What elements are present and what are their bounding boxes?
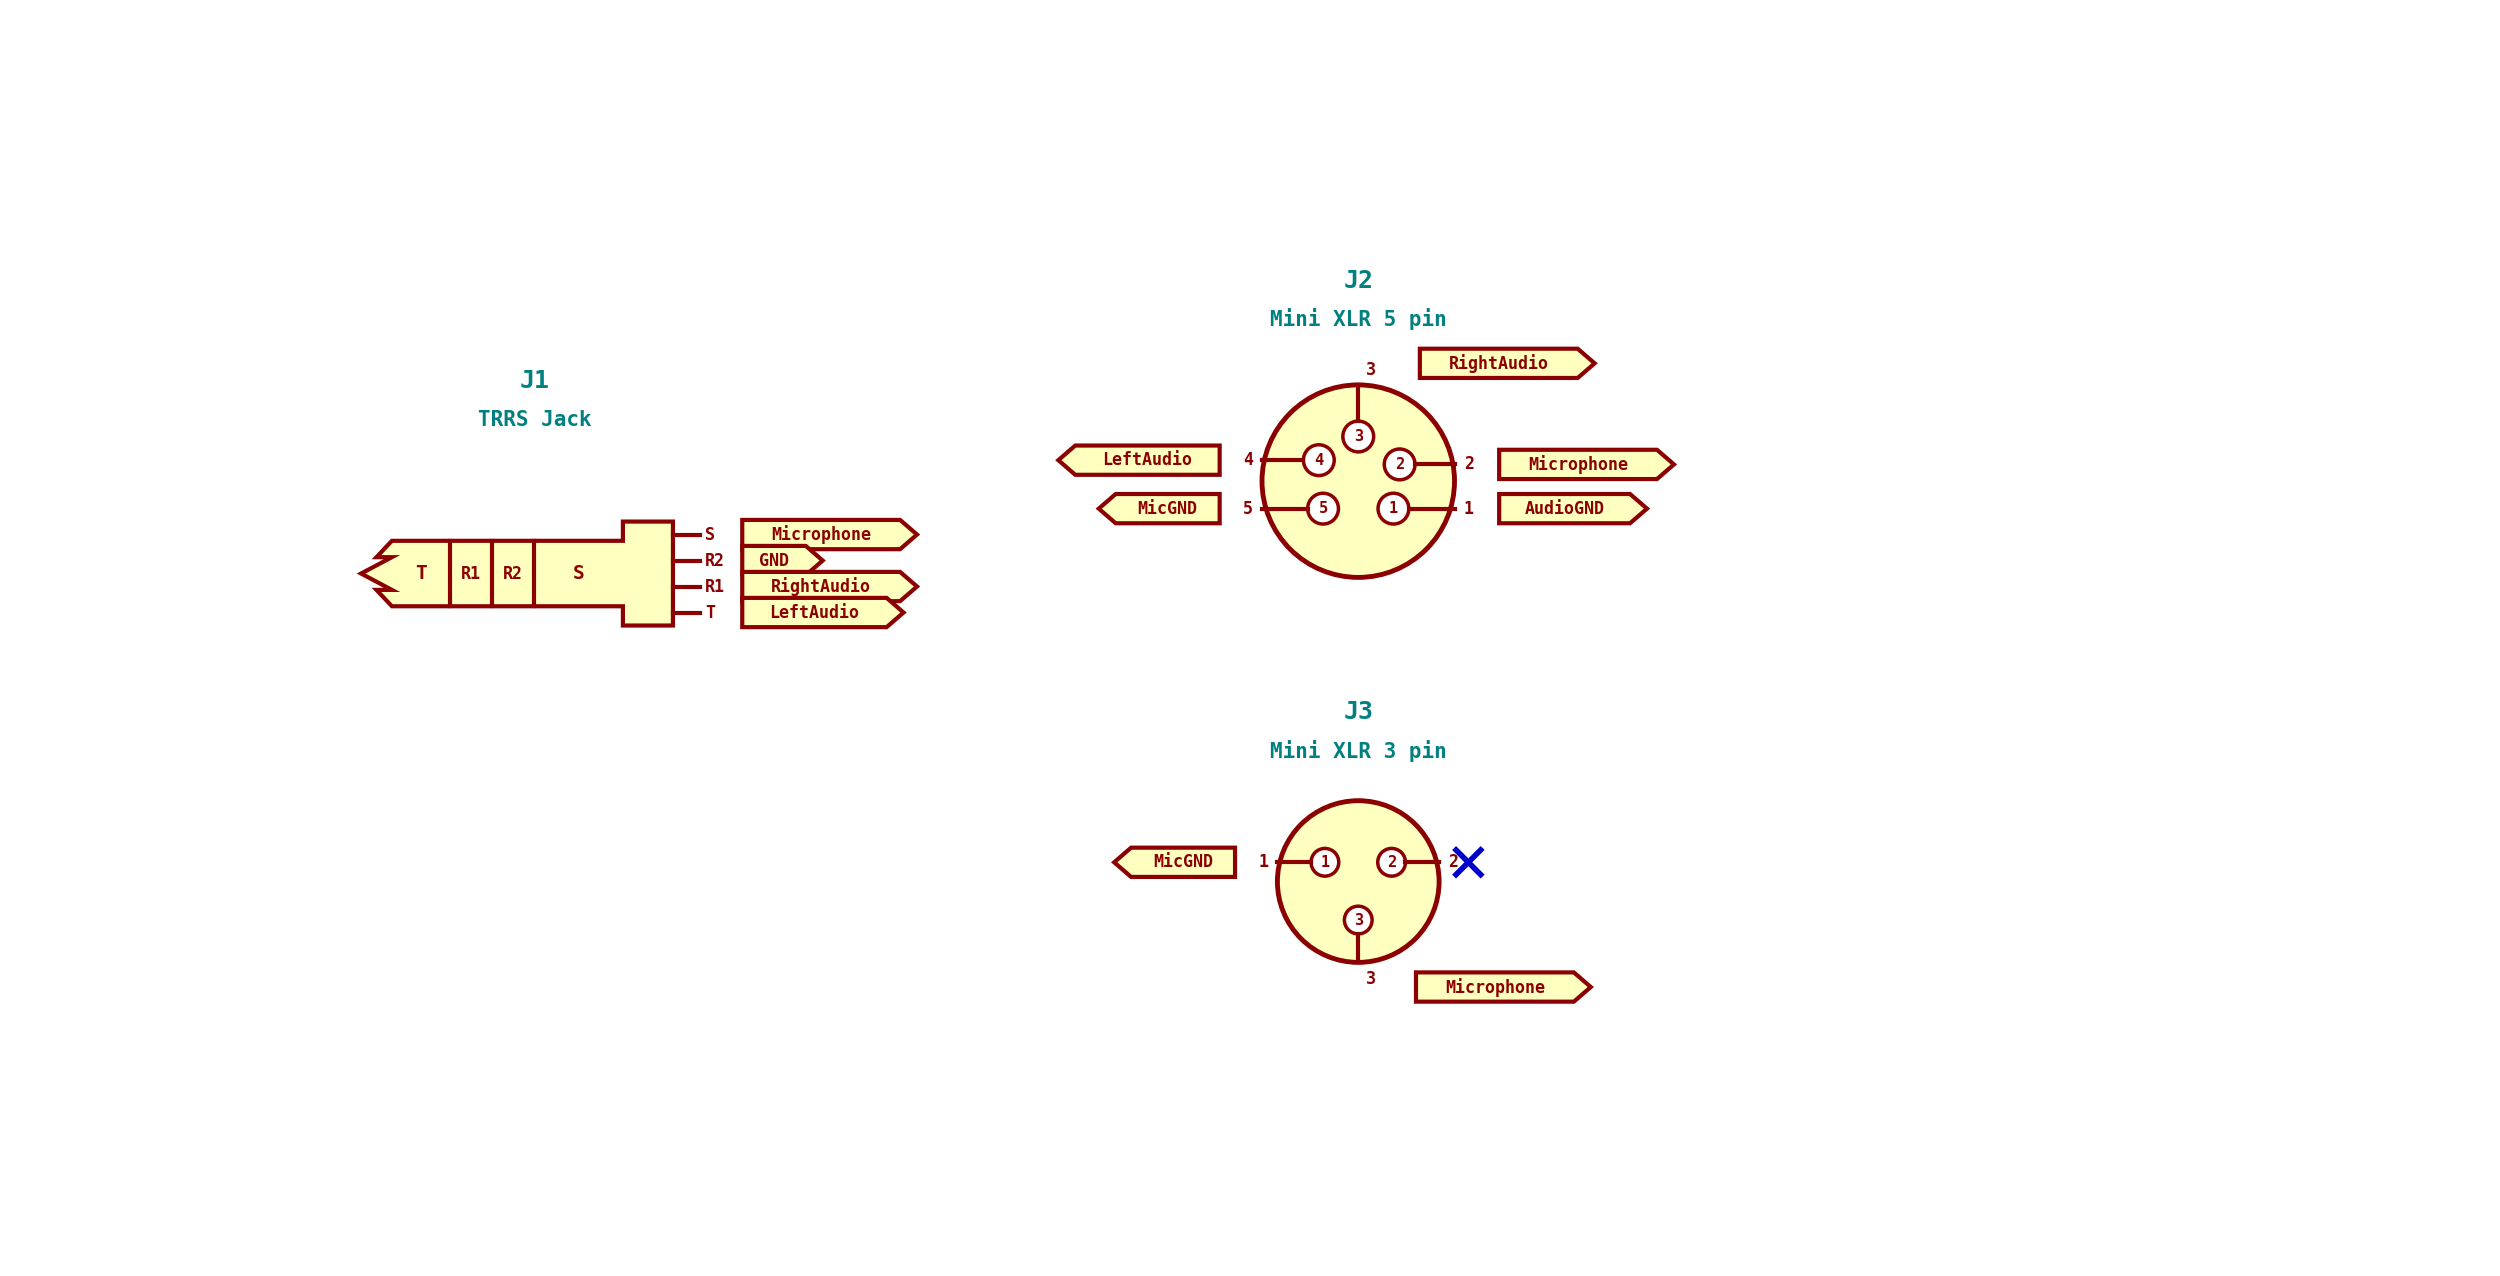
Polygon shape xyxy=(1415,972,1590,1002)
Polygon shape xyxy=(1500,449,1675,478)
Text: 2: 2 xyxy=(1448,854,1458,872)
Circle shape xyxy=(1385,449,1415,480)
Text: 1: 1 xyxy=(1462,500,1472,518)
Polygon shape xyxy=(360,522,672,625)
Polygon shape xyxy=(742,519,918,549)
Text: RightAudio: RightAudio xyxy=(770,577,870,596)
Text: 2: 2 xyxy=(1388,855,1395,870)
Polygon shape xyxy=(742,572,918,601)
Text: 3: 3 xyxy=(1352,429,1362,444)
Text: Mini XLR 3 pin: Mini XLR 3 pin xyxy=(1270,740,1448,762)
Text: Microphone: Microphone xyxy=(1528,456,1628,473)
Text: 1: 1 xyxy=(1258,854,1268,872)
Circle shape xyxy=(1308,494,1338,524)
Text: AudioGND: AudioGND xyxy=(1525,500,1605,518)
Text: RightAudio: RightAudio xyxy=(1450,353,1550,373)
Text: J1: J1 xyxy=(520,369,550,393)
Text: TRRS Jack: TRRS Jack xyxy=(478,410,590,430)
Text: Microphone: Microphone xyxy=(1445,977,1545,997)
Polygon shape xyxy=(1058,445,1220,475)
Text: 3: 3 xyxy=(1365,970,1375,988)
Text: R1: R1 xyxy=(460,564,480,583)
Text: R2: R2 xyxy=(705,551,725,569)
Polygon shape xyxy=(1420,348,1595,378)
Text: Microphone: Microphone xyxy=(770,524,870,544)
Text: Mini XLR 5 pin: Mini XLR 5 pin xyxy=(1270,309,1448,330)
Text: GND: GND xyxy=(760,551,790,569)
Text: MicGND: MicGND xyxy=(1138,500,1198,518)
Text: 3: 3 xyxy=(1352,912,1362,928)
Text: R1: R1 xyxy=(705,578,725,596)
Text: T: T xyxy=(415,564,428,583)
Text: R2: R2 xyxy=(503,564,522,583)
Text: J3: J3 xyxy=(1342,701,1372,725)
Text: 3: 3 xyxy=(1365,361,1375,379)
Circle shape xyxy=(1310,849,1340,877)
Text: 1: 1 xyxy=(1320,855,1330,870)
Polygon shape xyxy=(742,546,823,575)
Text: 5: 5 xyxy=(1242,500,1252,518)
Text: T: T xyxy=(705,604,715,621)
Text: LeftAudio: LeftAudio xyxy=(1102,452,1192,470)
Polygon shape xyxy=(1115,847,1235,877)
Text: 4: 4 xyxy=(1315,453,1322,468)
Text: S: S xyxy=(572,564,585,583)
Circle shape xyxy=(1345,906,1372,934)
Text: LeftAudio: LeftAudio xyxy=(770,604,860,621)
Polygon shape xyxy=(1500,494,1648,523)
Text: 2: 2 xyxy=(1462,456,1472,473)
Text: 1: 1 xyxy=(1390,501,1398,516)
Circle shape xyxy=(1378,849,1405,877)
Text: J2: J2 xyxy=(1342,269,1372,293)
Circle shape xyxy=(1278,801,1440,962)
Text: MicGND: MicGND xyxy=(1152,854,1212,872)
Polygon shape xyxy=(742,598,902,627)
Circle shape xyxy=(1378,494,1410,524)
Text: 2: 2 xyxy=(1395,457,1405,472)
Text: S: S xyxy=(705,526,715,544)
Text: 4: 4 xyxy=(1242,452,1252,470)
Circle shape xyxy=(1342,421,1372,452)
Polygon shape xyxy=(1100,494,1220,523)
Circle shape xyxy=(1262,385,1455,577)
Text: 5: 5 xyxy=(1318,501,1328,516)
Circle shape xyxy=(1302,445,1335,476)
